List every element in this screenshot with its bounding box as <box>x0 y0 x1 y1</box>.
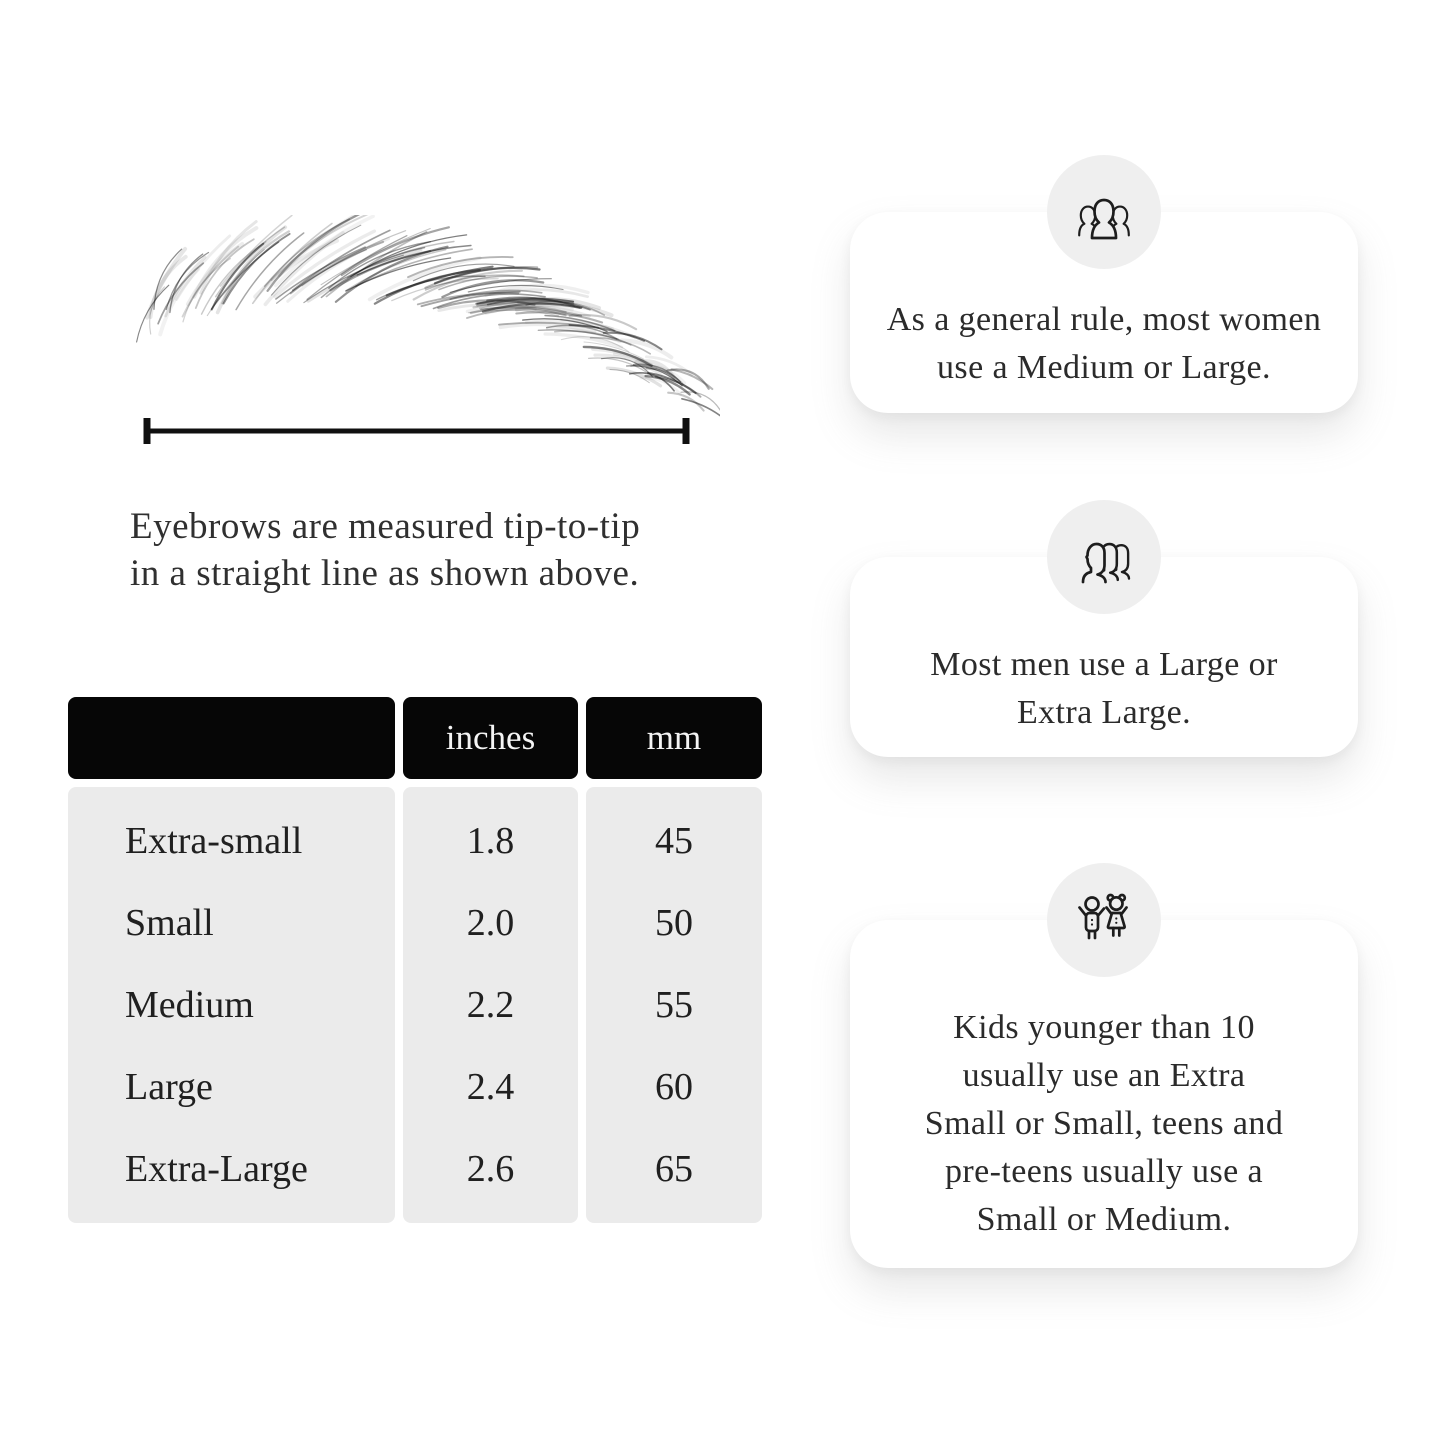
size-table-header: inches mm <box>68 697 762 779</box>
card-kids-line-4: pre-teens usually use a <box>945 1153 1263 1190</box>
card-men-line-2: Extra Large. <box>1016 694 1192 731</box>
card-text-kids: Kids younger than 10 usually use an Extr… <box>850 920 1358 1244</box>
table-cell-mm: 45 <box>655 820 693 862</box>
table-row-label: Extra-Large <box>125 1148 308 1190</box>
table-cell-inches: 2.4 <box>466 1066 515 1108</box>
card-kids-line-2: usually use an Extra <box>962 1057 1246 1094</box>
header-cell-size <box>68 697 395 779</box>
column-mm: 45 50 55 60 65 <box>586 787 762 1223</box>
card-women-line-2: use a Medium or Large. <box>937 349 1271 386</box>
size-table: inches mm Extra-small Small Medium Large… <box>68 697 762 1223</box>
card-kids-line-5: Small or Medium. <box>976 1201 1232 1238</box>
table-cell-inches: 2.2 <box>466 984 515 1026</box>
column-size-labels: Extra-small Small Medium Large Extra-Lar… <box>68 787 395 1223</box>
table-row-label: Medium <box>125 984 254 1026</box>
table-cell-inches: 2.0 <box>466 902 515 944</box>
card-text-men: Most men use a Large or Extra Large. <box>850 557 1358 737</box>
women-group-icon <box>1047 155 1161 269</box>
table-cell-mm: 55 <box>655 984 693 1026</box>
size-table-body: Extra-small Small Medium Large Extra-Lar… <box>68 787 762 1223</box>
header-cell-inches: inches <box>403 697 578 779</box>
measurement-line <box>143 418 690 444</box>
info-card-men: Most men use a Large or Extra Large. <box>850 500 1358 757</box>
column-inches: 1.8 2.0 2.2 2.4 2.6 <box>403 787 578 1223</box>
card-men-line-1: Most men use a Large or <box>930 646 1278 683</box>
measurement-caption: Eyebrows are measured tip-to-tip in a st… <box>130 503 770 597</box>
eyebrow-illustration <box>136 215 720 444</box>
table-cell-mm: 60 <box>655 1066 693 1108</box>
card-kids-line-1: Kids younger than 10 <box>953 1009 1255 1046</box>
table-row-label: Extra-small <box>125 820 303 862</box>
men-group-icon <box>1047 500 1161 614</box>
table-row-label: Small <box>125 902 214 944</box>
caption-line-2: in a straight line as shown above. <box>130 553 640 594</box>
header-cell-mm: mm <box>586 697 762 779</box>
kids-icon <box>1047 863 1161 977</box>
table-row-label: Large <box>125 1066 213 1108</box>
table-cell-inches: 2.6 <box>466 1148 515 1190</box>
card-women-line-1: As a general rule, most women <box>886 301 1322 338</box>
eyebrow-hairs <box>136 215 720 417</box>
caption-line-1: Eyebrows are measured tip-to-tip <box>130 506 641 547</box>
table-cell-mm: 50 <box>655 902 693 944</box>
table-cell-mm: 65 <box>655 1148 693 1190</box>
info-card-women: As a general rule, most women use a Medi… <box>850 155 1358 413</box>
info-card-kids: Kids younger than 10 usually use an Extr… <box>850 863 1358 1268</box>
card-text-women: As a general rule, most women use a Medi… <box>850 212 1358 392</box>
table-cell-inches: 1.8 <box>466 820 515 862</box>
card-kids-line-3: Small or Small, teens and <box>924 1105 1284 1142</box>
